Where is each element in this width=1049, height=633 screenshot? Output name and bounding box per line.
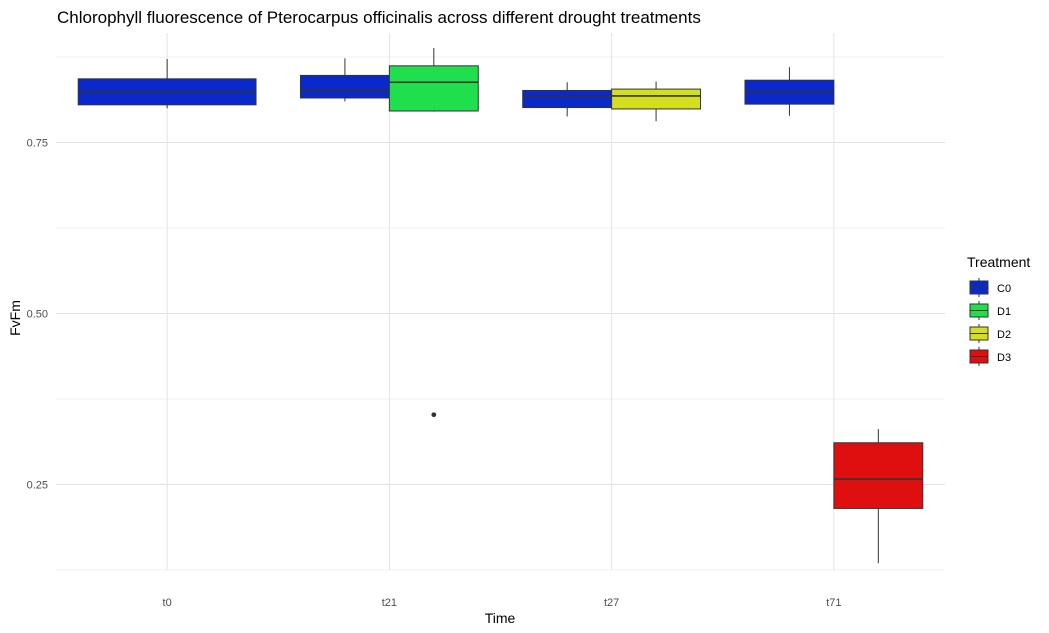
legend-label: D1 — [997, 306, 1011, 318]
x-axis-ticks: t0 t21 t27 t71 — [163, 597, 842, 609]
box-t0-C0 — [77, 58, 257, 109]
box-t71-D3 — [833, 429, 924, 564]
box-iqr — [299, 74, 390, 99]
box-t71-C0 — [744, 67, 835, 116]
legend-label: C0 — [997, 283, 1011, 295]
x-tick-label: t71 — [826, 597, 841, 609]
y-axis-ticks: 0.25 0.50 0.75 — [27, 137, 48, 491]
x-tick-label: t27 — [604, 597, 619, 609]
box-t27-C0 — [522, 82, 613, 117]
box-t21-C0 — [299, 58, 390, 102]
box-t27-D2 — [611, 81, 702, 122]
legend-item-D2: D2 — [969, 324, 1011, 343]
legend: Treatment C0 D1 D2 D3 — [967, 254, 1030, 366]
y-tick-label: 0.50 — [27, 308, 48, 320]
x-tick-label: t21 — [382, 597, 397, 609]
legend-item-D3: D3 — [969, 347, 1011, 366]
box-iqr — [522, 89, 613, 109]
box-layer — [77, 48, 924, 564]
legend-item-C0: C0 — [969, 278, 1011, 297]
box-iqr — [388, 65, 479, 112]
y-axis-title: FvFm — [7, 300, 23, 336]
legend-label: D3 — [997, 352, 1011, 364]
x-axis-title: Time — [485, 610, 516, 626]
x-tick-label: t0 — [163, 597, 172, 609]
legend-title: Treatment — [967, 254, 1030, 270]
legend-item-D1: D1 — [969, 301, 1011, 320]
y-tick-label: 0.25 — [27, 479, 48, 491]
grid — [56, 33, 945, 571]
y-tick-label: 0.75 — [27, 137, 48, 149]
outlier-point — [431, 412, 437, 418]
legend-label: D2 — [997, 329, 1011, 341]
box-iqr — [611, 88, 702, 110]
box-iqr — [833, 442, 924, 509]
box-t21-D1 — [388, 48, 479, 418]
chart-title: Chlorophyll fluorescence of Pterocarpus … — [57, 8, 701, 27]
